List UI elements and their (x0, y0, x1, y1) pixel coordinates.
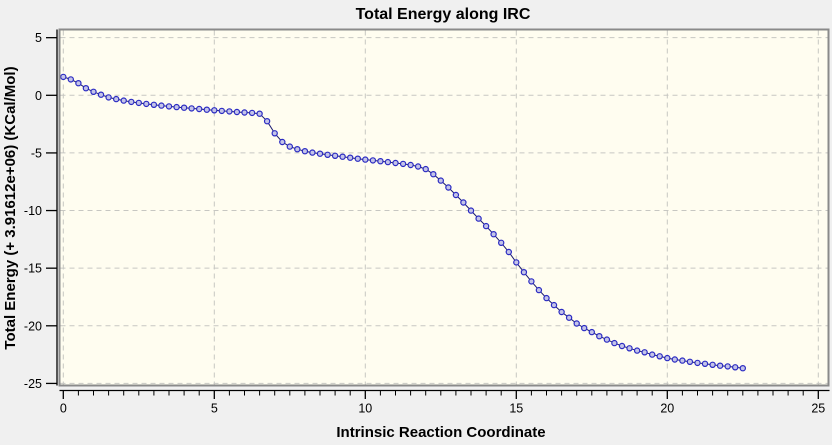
y-tick-label: -5 (31, 146, 42, 160)
tick-labels: 5 0 -5 -10 -15 -20 -25 0 5 10 15 20 25 (24, 31, 825, 415)
plot-area (59, 29, 829, 386)
x-tick-label: 10 (358, 402, 372, 416)
y-tick-label: -20 (24, 319, 42, 333)
y-tick-label: 5 (35, 31, 42, 45)
gridlines (60, 30, 828, 385)
y-tick-label: 0 (35, 89, 42, 103)
x-tick-label: 0 (60, 402, 67, 416)
chart-title: Total Energy along IRC (356, 6, 531, 23)
axes (46, 29, 830, 399)
plot-frame (58, 28, 830, 387)
y-tick-label: -15 (24, 262, 42, 276)
y-tick-label: -10 (24, 204, 42, 218)
x-tick-label: 25 (811, 402, 825, 416)
x-tick-label: 15 (509, 402, 523, 416)
energy-curve (60, 73, 747, 372)
y-axis-title: Total Energy (+ 3.91612e+06) (KCal/Mol) (2, 66, 19, 349)
x-axis-title: Intrinsic Reaction Coordinate (336, 424, 545, 441)
x-tick-label: 20 (660, 402, 674, 416)
y-tick-label: -25 (24, 377, 42, 391)
x-tick-label: 5 (211, 402, 218, 416)
